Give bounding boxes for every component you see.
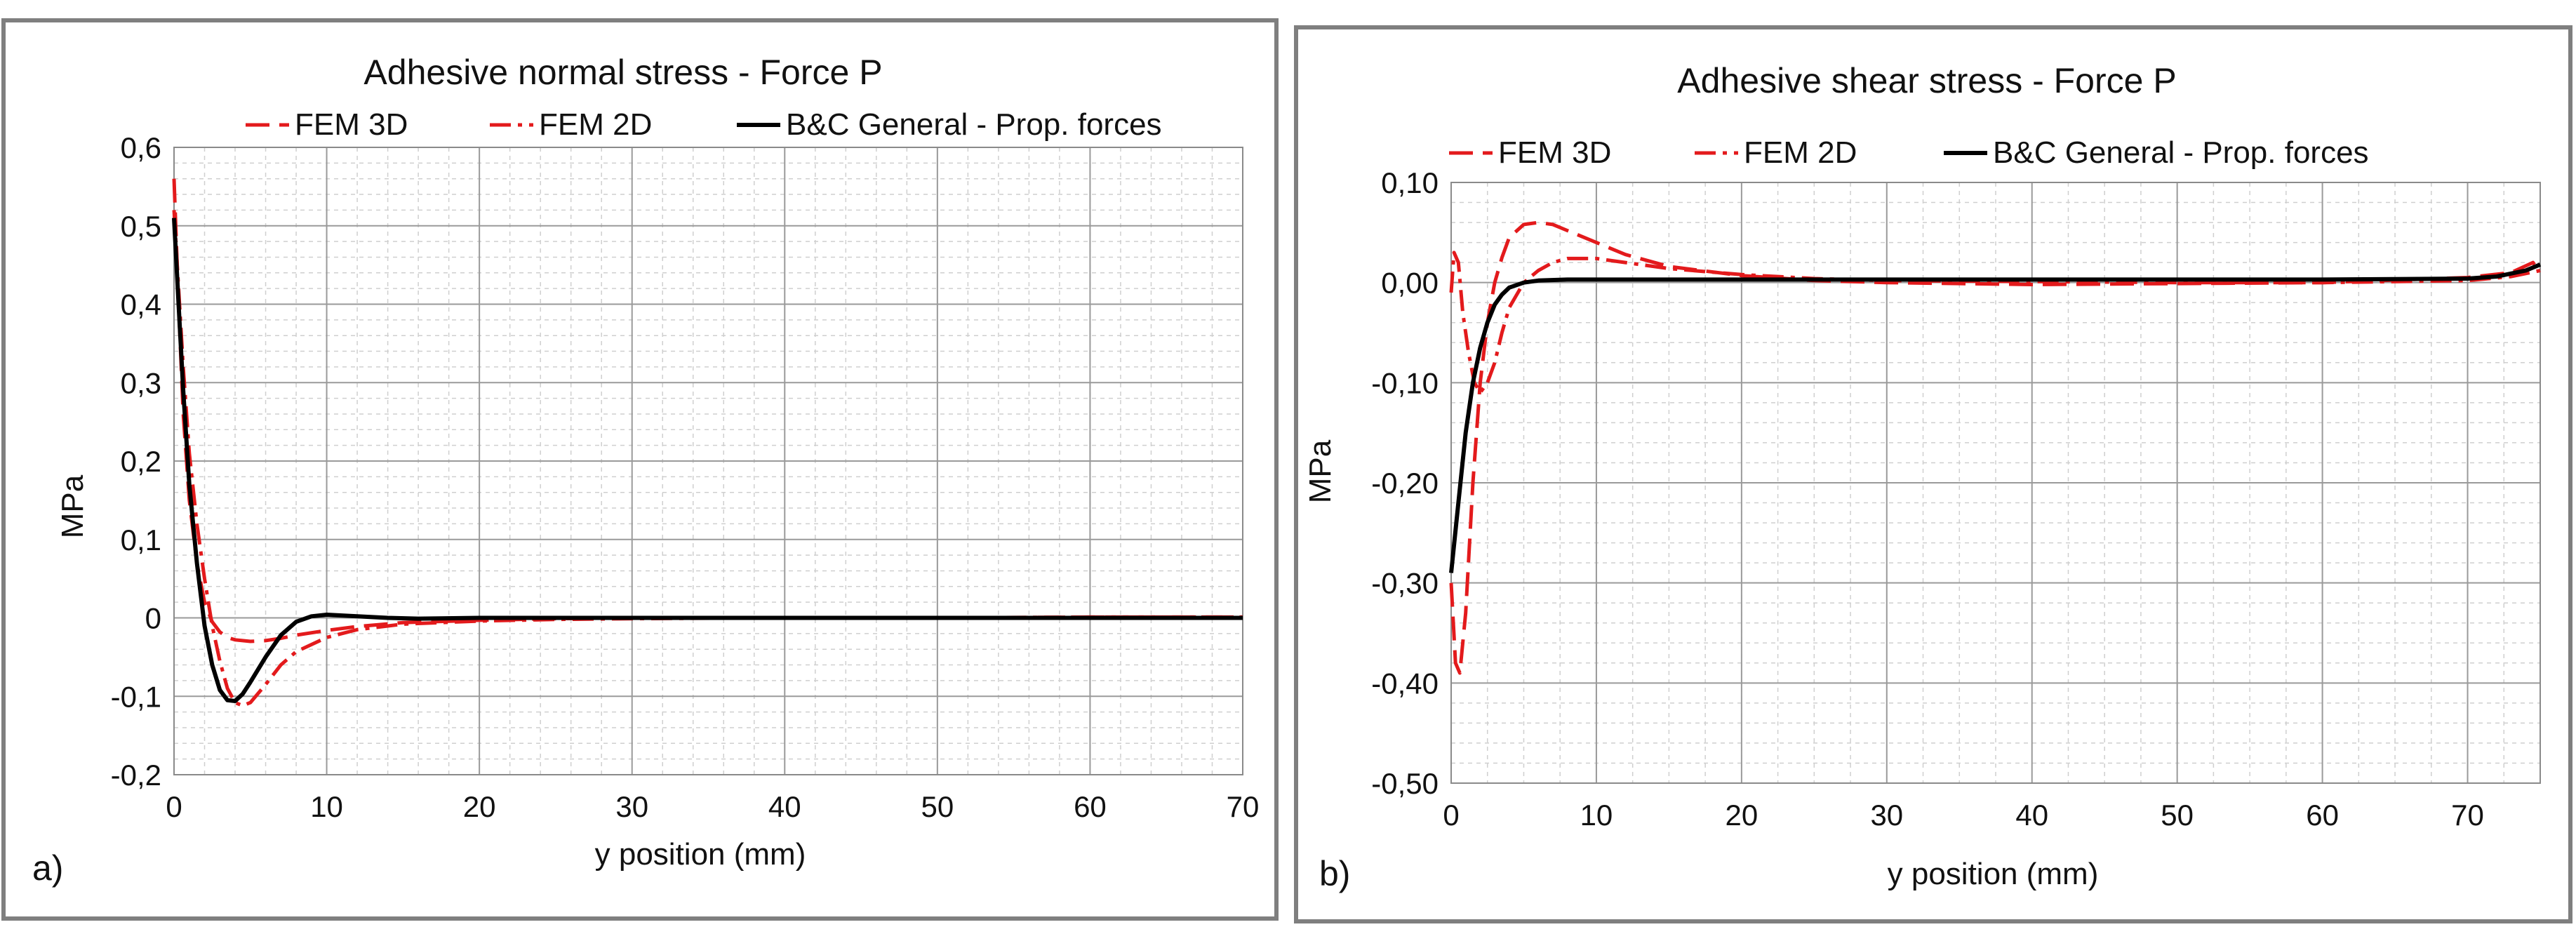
x-tick-label: 0 bbox=[1443, 799, 1459, 832]
y-tick-label: 0,2 bbox=[121, 445, 161, 478]
chart-panel-a: Adhesive normal stress - Force P y posit… bbox=[1, 18, 1279, 921]
x-axis-label: y position (mm) bbox=[1888, 857, 2099, 891]
x-tick-label: 10 bbox=[310, 790, 343, 823]
y-tick-label: 0,3 bbox=[121, 366, 161, 399]
bc-general-line bbox=[172, 218, 1243, 703]
y-tick-label: -0,30 bbox=[1371, 567, 1439, 600]
panel-label: a) bbox=[32, 848, 63, 888]
x-tick-label: 70 bbox=[2451, 799, 2484, 832]
y-tick-label: 0,00 bbox=[1381, 267, 1439, 300]
legend-label: FEM 3D bbox=[1498, 135, 1611, 170]
normal-stress-chart: Adhesive normal stress - Force P y posit… bbox=[32, 53, 1260, 888]
y-tick-label: -0,50 bbox=[1371, 767, 1439, 800]
y-tick-label: -0,20 bbox=[1371, 467, 1439, 500]
x-tick-label: 40 bbox=[768, 790, 801, 823]
legend-item: B&C General - Prop. forces bbox=[1944, 135, 2369, 170]
fem-3d-line bbox=[172, 178, 1243, 643]
x-tick-label: 70 bbox=[1227, 790, 1260, 823]
plot-area-border bbox=[1450, 182, 2541, 784]
shear-stress-chart: Adhesive shear stress - Force P y positi… bbox=[1303, 61, 2542, 893]
y-tick-label: 0 bbox=[145, 602, 161, 635]
x-tick-label: 0 bbox=[166, 790, 182, 823]
chart-title: Adhesive shear stress - Force P bbox=[1677, 61, 2176, 100]
chart-title: Adhesive normal stress - Force P bbox=[363, 53, 882, 92]
y-tick-label: 0,6 bbox=[121, 131, 161, 164]
y-tick-label: 0,5 bbox=[121, 210, 161, 243]
x-tick-label: 10 bbox=[1580, 799, 1613, 832]
x-tick-label: 40 bbox=[2015, 799, 2048, 832]
y-tick-label: -0,10 bbox=[1371, 366, 1439, 399]
y-tick-label: -0,40 bbox=[1371, 667, 1439, 700]
x-tick-label: 50 bbox=[921, 790, 954, 823]
fem-2d-line bbox=[172, 210, 1243, 708]
legend-label: B&C General - Prop. forces bbox=[786, 107, 1162, 142]
chart-panel-b: Adhesive shear stress - Force P y positi… bbox=[1294, 25, 2572, 923]
legend-item: FEM 2D bbox=[490, 107, 652, 142]
x-axis-label: y position (mm) bbox=[595, 837, 806, 872]
fem-3d-line bbox=[1449, 220, 2542, 675]
legend-label: FEM 2D bbox=[539, 107, 652, 142]
y-tick-label: 0,4 bbox=[121, 288, 161, 321]
plot-area-border bbox=[173, 147, 1243, 775]
legend-item: FEM 3D bbox=[246, 107, 408, 142]
legend-label: B&C General - Prop. forces bbox=[1993, 135, 2369, 170]
x-tick-label: 60 bbox=[1074, 790, 1107, 823]
legend-label: FEM 3D bbox=[295, 107, 408, 142]
x-tick-label: 20 bbox=[463, 790, 496, 823]
major-grid bbox=[1450, 182, 2540, 784]
y-tick-label: 0,10 bbox=[1381, 166, 1439, 199]
legend-label: FEM 2D bbox=[1744, 135, 1857, 170]
y-tick-label: -0,1 bbox=[111, 680, 161, 713]
legend-item: B&C General - Prop. forces bbox=[737, 107, 1162, 142]
legend-item: FEM 3D bbox=[1449, 135, 1611, 170]
x-tick-label: 50 bbox=[2161, 799, 2194, 832]
bc-general-line bbox=[1449, 262, 2542, 573]
fem-2d-line bbox=[1449, 251, 2541, 395]
y-axis-label: MPa bbox=[55, 474, 90, 538]
y-axis-label: MPa bbox=[1303, 439, 1337, 503]
x-tick-label: 20 bbox=[1726, 799, 1759, 832]
x-tick-label: 30 bbox=[1870, 799, 1903, 832]
x-tick-label: 30 bbox=[615, 790, 648, 823]
y-tick-label: -0,2 bbox=[111, 759, 161, 792]
y-tick-label: 0,1 bbox=[121, 523, 161, 556]
panel-label: b) bbox=[1319, 854, 1350, 893]
legend-item: FEM 2D bbox=[1695, 135, 1857, 170]
x-tick-label: 60 bbox=[2306, 799, 2339, 832]
